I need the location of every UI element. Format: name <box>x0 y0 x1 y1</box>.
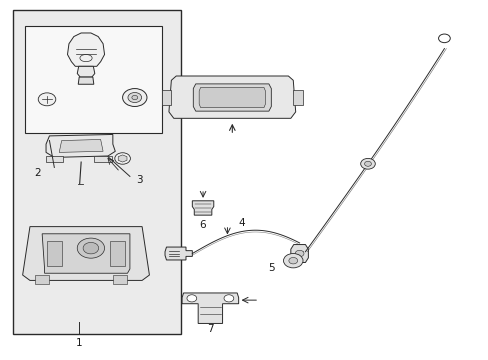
Circle shape <box>77 238 104 258</box>
Polygon shape <box>113 275 127 284</box>
Text: 4: 4 <box>238 218 245 228</box>
Text: 7: 7 <box>206 324 213 334</box>
Polygon shape <box>42 234 130 273</box>
Polygon shape <box>118 155 127 162</box>
Polygon shape <box>110 241 125 266</box>
Circle shape <box>38 93 56 106</box>
Polygon shape <box>94 156 112 162</box>
Text: 6: 6 <box>199 220 206 230</box>
Circle shape <box>128 93 142 103</box>
Polygon shape <box>192 201 213 215</box>
Circle shape <box>283 253 303 268</box>
Circle shape <box>364 161 371 166</box>
Circle shape <box>224 295 233 302</box>
Polygon shape <box>45 156 63 162</box>
Circle shape <box>288 257 297 264</box>
Text: 5: 5 <box>267 263 274 273</box>
Polygon shape <box>182 293 238 323</box>
Circle shape <box>115 153 130 164</box>
Polygon shape <box>77 66 95 77</box>
Polygon shape <box>67 33 104 66</box>
Polygon shape <box>193 84 271 111</box>
Polygon shape <box>22 226 149 280</box>
Polygon shape <box>46 134 115 157</box>
Circle shape <box>360 158 374 169</box>
Polygon shape <box>78 77 94 84</box>
Polygon shape <box>35 275 49 284</box>
Circle shape <box>132 95 138 100</box>
Text: 2: 2 <box>34 168 41 178</box>
Bar <box>25 26 161 134</box>
Text: 1: 1 <box>75 338 82 348</box>
Polygon shape <box>161 90 171 105</box>
Circle shape <box>83 242 99 254</box>
Text: 3: 3 <box>136 175 142 185</box>
Polygon shape <box>290 244 308 262</box>
Polygon shape <box>47 241 61 266</box>
Bar <box>13 10 181 334</box>
Circle shape <box>295 250 304 257</box>
Circle shape <box>438 34 449 42</box>
Polygon shape <box>293 90 303 105</box>
Polygon shape <box>168 76 295 118</box>
Polygon shape <box>164 247 192 260</box>
Polygon shape <box>199 87 265 108</box>
Circle shape <box>186 295 196 302</box>
Circle shape <box>122 89 147 107</box>
Polygon shape <box>59 139 103 152</box>
